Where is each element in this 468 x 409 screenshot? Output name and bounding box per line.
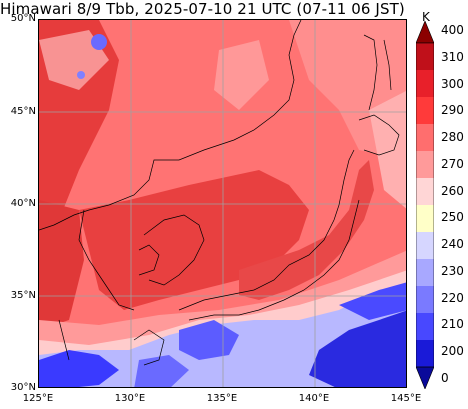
colorbar-tick-label: 250 bbox=[441, 210, 464, 225]
cloud-patch-n bbox=[214, 40, 269, 110]
cloud-band-east bbox=[369, 91, 406, 209]
lon-label-135: 135°E bbox=[206, 393, 238, 404]
satellite-map bbox=[38, 19, 407, 388]
colorbar-frame bbox=[416, 42, 434, 368]
colorbar-tick-label: 230 bbox=[441, 263, 464, 278]
lat-label-30: 30°N bbox=[10, 382, 36, 393]
coastlines bbox=[39, 20, 400, 366]
land-china-east bbox=[39, 200, 84, 330]
colorbar-tick-label: 220 bbox=[441, 290, 464, 305]
colorbar-band bbox=[416, 286, 434, 314]
colorbar-band bbox=[416, 259, 434, 287]
colorbar-band bbox=[416, 205, 434, 233]
lon-label-130: 130°E bbox=[114, 393, 146, 404]
colorbar-band bbox=[416, 97, 434, 125]
cold-core-3 bbox=[309, 310, 406, 387]
colorbar-band bbox=[416, 313, 434, 341]
colorbar-extend-top bbox=[416, 21, 434, 44]
lon-label-125: 125°E bbox=[22, 393, 54, 404]
satellite-image bbox=[39, 20, 406, 387]
colorbar-band bbox=[416, 151, 434, 179]
land-china-north bbox=[39, 20, 119, 320]
cold-core-4 bbox=[339, 282, 406, 320]
cloud-patch-nw bbox=[39, 30, 109, 90]
lat-label-40: 40°N bbox=[10, 198, 36, 209]
colorbar-band bbox=[416, 124, 434, 152]
colorbar-tick-label: 240 bbox=[441, 237, 464, 252]
colorbar-tick-label: 310 bbox=[441, 49, 464, 64]
colorbar-extend-bottom bbox=[416, 366, 434, 389]
cold-core-1 bbox=[39, 350, 119, 387]
colorbar-unit: K bbox=[422, 10, 430, 24]
colorbar-tick-label: 300 bbox=[441, 76, 464, 91]
colorbar-tick-label: 260 bbox=[441, 183, 464, 198]
colorbar-band bbox=[416, 232, 434, 260]
land-warm-region bbox=[79, 170, 309, 310]
cold-core-5 bbox=[134, 355, 189, 387]
colorbar-band bbox=[416, 178, 434, 206]
lat-label-50: 50°N bbox=[10, 13, 36, 24]
colorbar-tick-label: 290 bbox=[441, 103, 464, 118]
cold-speck-1 bbox=[91, 34, 107, 50]
lon-label-145: 145°E bbox=[390, 393, 422, 404]
colorbar-tick-label: 270 bbox=[441, 156, 464, 171]
colorbar-tick-label: 0 bbox=[441, 371, 449, 385]
colorbar-band bbox=[416, 43, 434, 71]
colorbar-tick-label: 400 bbox=[441, 23, 464, 37]
colorbar bbox=[416, 21, 434, 389]
colorbar-band bbox=[416, 70, 434, 98]
cold-speck-2 bbox=[77, 71, 85, 79]
map-title: Himawari 8/9 Tbb, 2025-07-10 21 UTC (07-… bbox=[0, 0, 405, 18]
colorbar-tick-label: 280 bbox=[441, 130, 464, 145]
colorbar-band bbox=[416, 340, 434, 368]
colorbar-tick-label: 210 bbox=[441, 317, 464, 332]
lon-label-140: 140°E bbox=[298, 393, 330, 404]
land-japan bbox=[239, 160, 374, 300]
lat-label-35: 35°N bbox=[10, 290, 36, 301]
colorbar-tick-label: 200 bbox=[441, 344, 464, 359]
cold-core-2 bbox=[179, 320, 239, 360]
lat-label-45: 45°N bbox=[10, 106, 36, 117]
